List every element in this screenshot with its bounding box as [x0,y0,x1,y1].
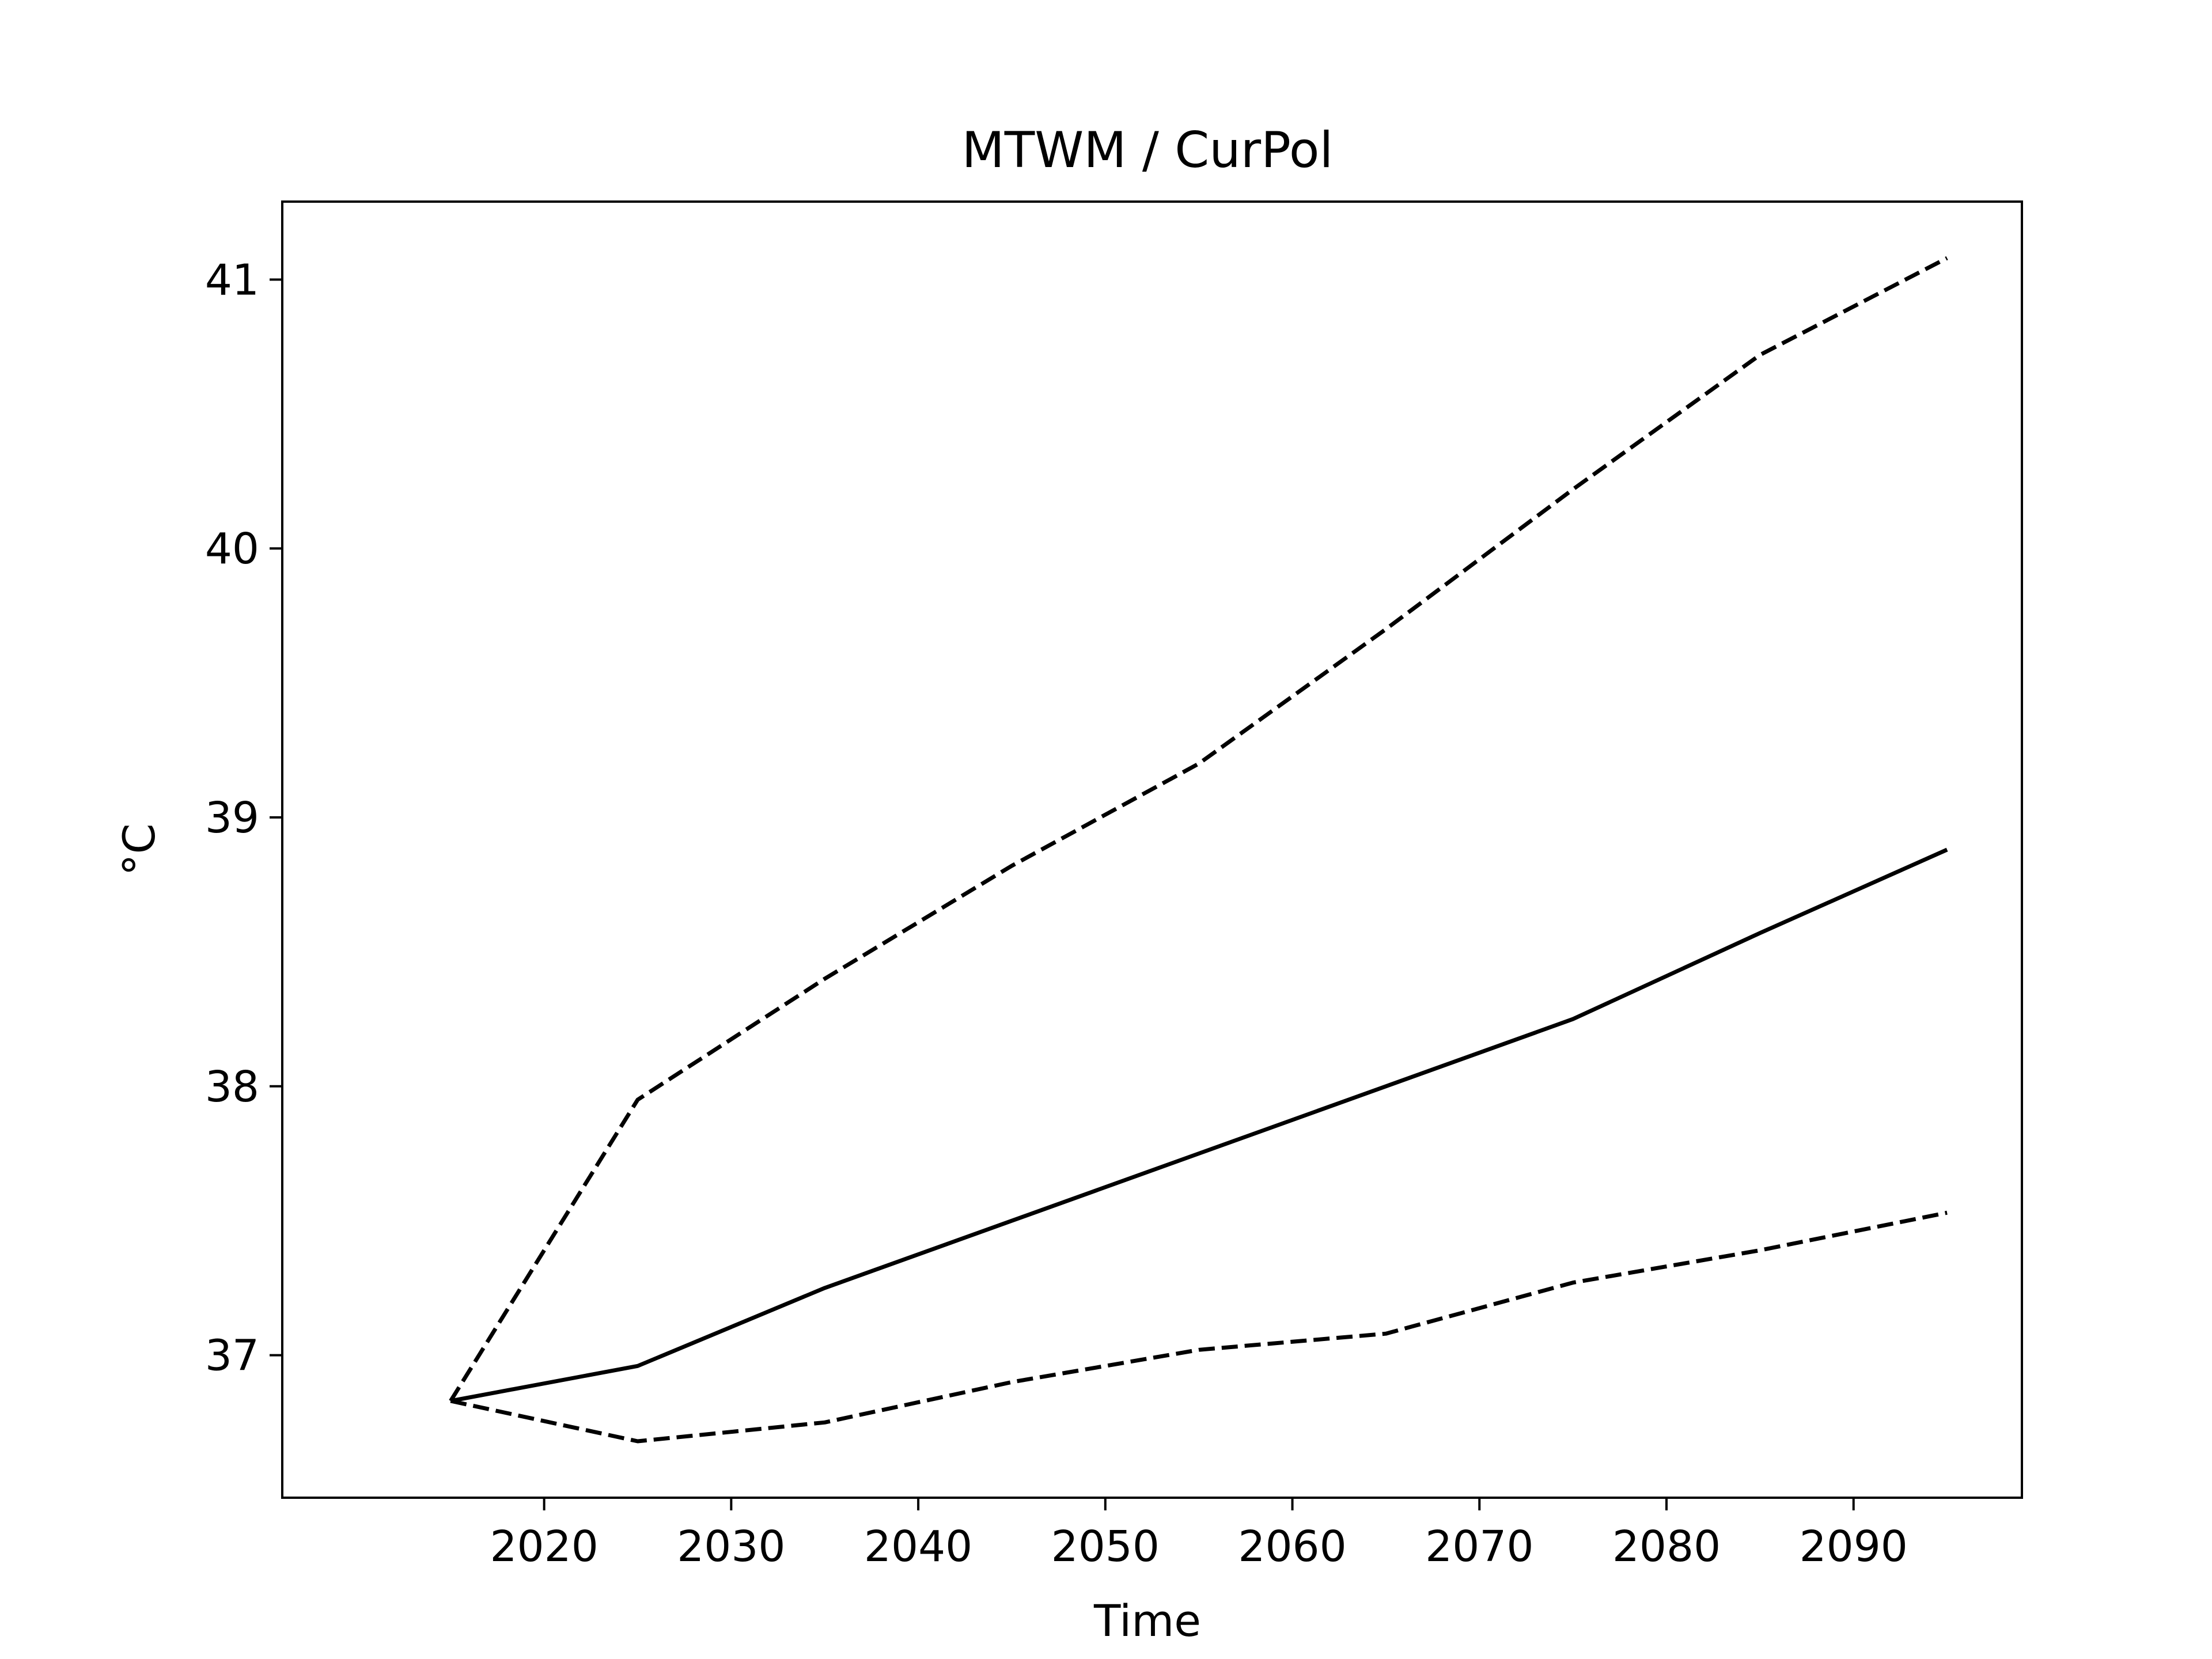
x-axis-ticks: 2020 2030 2040 2050 2060 2070 2080 2090 [490,1498,1908,1571]
y-tick-label: 38 [205,1062,259,1112]
dashed-series-line-1 [449,256,1948,1402]
y-tick-label: 39 [205,793,259,843]
solid-series-line-0 [450,847,1948,1403]
x-tick-label: 2040 [864,1522,972,1571]
x-tick-label: 2050 [1051,1522,1160,1571]
dashed-series-line-2 [450,1210,1948,1444]
plot-frame [281,200,2023,1499]
x-tick-label: 2020 [490,1522,598,1571]
x-tick-label: 2090 [1800,1522,1908,1571]
x-tick-label: 2030 [677,1522,785,1571]
x-tick-label: 2060 [1238,1522,1346,1571]
y-tick-label: 41 [205,255,259,305]
y-tick-label: 40 [205,524,259,574]
series-lines [449,256,1948,1444]
y-tick-label: 37 [205,1331,259,1381]
x-tick-label: 2080 [1612,1522,1721,1571]
y-axis-label: °C [113,823,165,876]
chart-title: MTWM / CurPol [962,122,1334,179]
y-axis-ticks: 37 38 39 40 41 [205,255,282,1381]
x-tick-label: 2070 [1425,1522,1533,1571]
x-axis-label: Time [1093,1595,1201,1646]
